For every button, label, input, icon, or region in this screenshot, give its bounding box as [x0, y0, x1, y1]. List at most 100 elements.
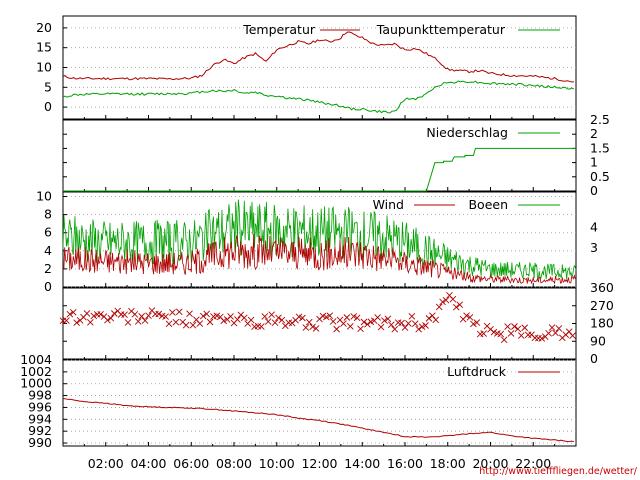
wind-direction-marker [90, 312, 98, 320]
y-tick-label: 1004 [20, 352, 52, 367]
y2-tick-label: 4 [590, 219, 598, 234]
wind-direction-marker [449, 295, 457, 303]
wind-direction-marker [425, 315, 433, 322]
y-tick-label: 2 [44, 261, 52, 276]
y-tick-label: 4 [44, 243, 52, 258]
series-line-temperature [62, 31, 574, 83]
wind-direction-marker [391, 325, 399, 333]
wind-direction-marker [439, 298, 446, 306]
wind-direction-marker [480, 330, 487, 337]
y-tick-label: 360 [590, 280, 614, 295]
y-tick-label: 0 [44, 279, 52, 294]
wind-direction-marker [264, 318, 272, 325]
x-tick-label: 10:00 [259, 456, 295, 471]
wind-direction-marker [309, 323, 316, 331]
wind-direction-marker [466, 314, 474, 321]
y-tick-label: 990 [28, 435, 52, 450]
wind-direction-marker [470, 320, 477, 328]
wind-direction-marker [514, 325, 522, 333]
wind-direction-marker [429, 312, 436, 319]
wind-direction-marker [422, 322, 429, 329]
wind-direction-marker [401, 324, 409, 331]
wind-direction-marker [565, 328, 573, 335]
wind-direction-marker [346, 322, 354, 330]
wind-direction-marker [73, 319, 80, 327]
wind-direction-marker [507, 330, 515, 337]
y-tick-label: 20 [36, 20, 52, 35]
wind-direction-marker [206, 318, 214, 326]
wind-direction-marker [312, 325, 320, 332]
y-tick-label: 90 [590, 333, 606, 348]
x-tick-label: 12:00 [301, 456, 337, 471]
legend-label: Wind [373, 197, 404, 212]
wind-direction-marker [66, 310, 74, 318]
wind-direction-marker [432, 316, 440, 324]
y-tick-label: 1002 [20, 364, 52, 379]
y-tick-label: 1.5 [590, 140, 610, 155]
wind-direction-marker [278, 316, 286, 324]
series-line-wind [62, 234, 577, 285]
wind-direction-marker [83, 310, 91, 317]
wind-direction-marker [104, 316, 111, 324]
y-tick-label: 10 [36, 189, 52, 204]
wind-direction-marker [138, 313, 145, 320]
wind-direction-marker [186, 310, 193, 317]
wind-direction-marker [357, 325, 364, 333]
credit-text: http://www.tiefffliegen.de/wetter/ [479, 466, 638, 477]
wind-direction-marker [384, 315, 392, 323]
wind-direction-marker [199, 312, 207, 320]
wind-direction-marker [456, 301, 464, 309]
wind-direction-marker [360, 318, 368, 326]
y-tick-label: 998 [28, 388, 52, 403]
wind-direction-marker [350, 313, 358, 320]
wind-direction-marker [175, 308, 183, 316]
x-tick-label: 04:00 [130, 456, 166, 471]
series-line-pressure [62, 398, 575, 443]
wind-direction-marker [552, 329, 559, 337]
wind-direction-marker [545, 329, 552, 337]
y-tick-label: 0 [590, 183, 598, 198]
wind-direction-marker [152, 310, 159, 318]
wind-direction-marker [442, 296, 450, 304]
wind-direction-marker [329, 318, 337, 325]
x-tick-label: 22:00 [515, 456, 551, 471]
legend-label: Luftdruck [447, 364, 507, 379]
wind-direction-marker [500, 336, 508, 344]
x-tick-label: 06:00 [173, 456, 209, 471]
y-tick-label: 10 [36, 60, 52, 75]
wind-direction-marker [343, 314, 351, 321]
y-tick-label: 992 [28, 423, 52, 438]
y-tick-label: 0.5 [590, 169, 610, 184]
wind-direction-marker [141, 317, 149, 324]
wind-direction-marker [364, 321, 371, 328]
wind-direction-marker [333, 325, 340, 333]
wind-direction-marker [524, 331, 532, 339]
wind-direction-marker [268, 311, 275, 319]
wind-direction-marker [165, 320, 173, 328]
x-tick-label: 02:00 [88, 456, 124, 471]
wind-direction-marker [323, 313, 330, 321]
wind-direction-marker [473, 319, 481, 326]
y-tick-label: 996 [28, 399, 52, 414]
y-tick-label: 5 [44, 79, 52, 94]
wind-direction-marker [517, 332, 525, 339]
legend-label: Taupunkttemperatur [376, 22, 506, 37]
wind-direction-marker [227, 313, 234, 320]
legend-label: Temperatur [242, 22, 316, 37]
wind-direction-marker [145, 312, 152, 320]
wind-direction-marker [377, 323, 385, 331]
wind-direction-marker [155, 310, 163, 318]
wind-direction-marker [398, 319, 405, 327]
y-tick-label: 0 [590, 351, 598, 366]
wind-direction-marker [555, 325, 563, 332]
wind-direction-marker [189, 321, 197, 329]
wind-direction-marker [261, 313, 269, 320]
y-tick-label: 0 [44, 99, 52, 114]
wind-direction-marker [411, 320, 419, 327]
wind-direction-marker [121, 311, 128, 318]
x-tick-label: 08:00 [216, 456, 252, 471]
series-line-precipitation [63, 147, 576, 192]
wind-direction-marker [340, 320, 347, 327]
y-tick-label: 270 [590, 298, 614, 313]
wind-direction-marker [87, 318, 94, 326]
